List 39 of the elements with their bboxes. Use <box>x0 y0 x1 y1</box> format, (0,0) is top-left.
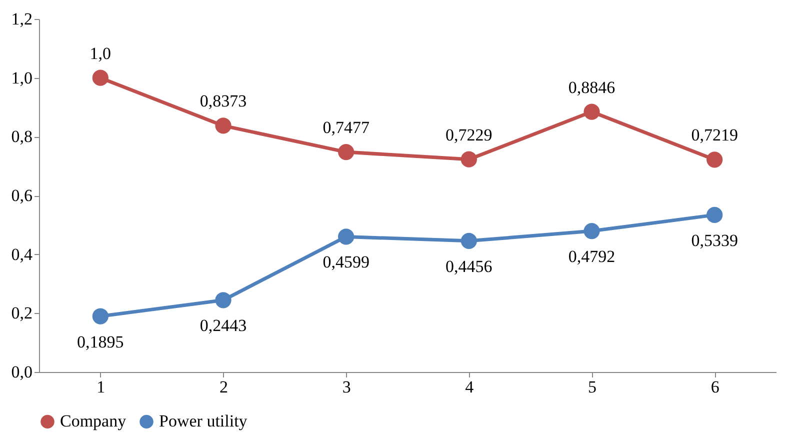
data-label: 1,0 <box>90 44 112 63</box>
data-label: 0,4792 <box>568 247 616 266</box>
y-tick-label: 0,2 <box>11 304 32 323</box>
data-label: 0,8373 <box>200 92 247 111</box>
point <box>584 104 600 120</box>
legend-label: Company <box>60 412 127 431</box>
data-label: 0,7219 <box>691 126 738 145</box>
point <box>92 308 108 324</box>
data-label: 0,5339 <box>691 230 738 250</box>
x-tick-label: 1 <box>96 378 106 396</box>
data-label: 0,7477 <box>322 118 370 138</box>
point <box>706 152 723 168</box>
x-tick-label: 5 <box>588 378 596 396</box>
x-tick-label: 4 <box>465 378 474 396</box>
data-label: 0,4456 <box>446 256 492 276</box>
point <box>460 232 477 249</box>
point <box>338 228 354 245</box>
point <box>92 70 108 86</box>
x-tick-label: 6 <box>710 378 720 396</box>
legend-label: Power utility <box>159 412 248 431</box>
y-tick-label: 1,2 <box>11 10 32 28</box>
point <box>215 292 232 308</box>
point <box>706 206 723 223</box>
y-tick-label: 0,4 <box>11 244 33 264</box>
point <box>338 144 354 160</box>
y-tick-label: 1,0 <box>11 68 32 88</box>
y-tick-label: 0,8 <box>11 127 32 146</box>
point <box>460 151 477 168</box>
data-label: 0,4599 <box>322 252 370 272</box>
data-label: 0,1895 <box>77 332 124 352</box>
point <box>584 222 600 240</box>
data-label: 0,7229 <box>446 125 492 144</box>
x-tick-label: 2 <box>220 378 228 396</box>
data-label: 0,2443 <box>200 316 247 336</box>
x-tick-label: 3 <box>342 378 351 396</box>
y-tick-label: 0,0 <box>11 362 32 382</box>
data-label: 0,8846 <box>568 78 616 97</box>
point <box>215 118 232 134</box>
y-tick-label: 0,6 <box>11 186 32 205</box>
